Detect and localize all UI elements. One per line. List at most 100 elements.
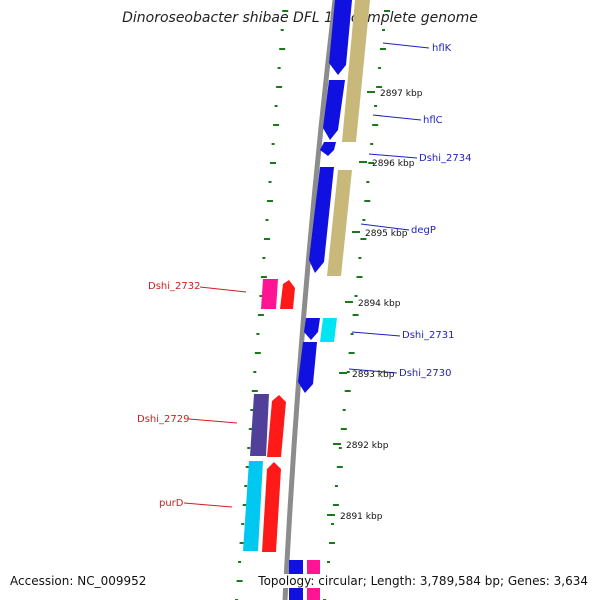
gene-label-hflC[interactable]: hflC [423, 115, 443, 126]
scale-label-2895: 2895 kbp [365, 229, 408, 239]
tick-dot [239, 542, 246, 544]
cyan-feature-2731 [320, 318, 337, 342]
tick-dot [358, 257, 362, 259]
tick-dot [327, 561, 330, 563]
tick-dot [270, 162, 276, 164]
scale-label-2891: 2891 kbp [340, 512, 383, 522]
tick-dot [356, 276, 363, 278]
reverse-genes [243, 279, 320, 600]
scale-ticks [327, 91, 375, 516]
gene-label-Dshi_2731[interactable]: Dshi_2731 [402, 330, 454, 341]
tick-dot [332, 504, 339, 506]
gene-degP[interactable] [309, 167, 334, 273]
tick-dot [372, 124, 379, 126]
gene-purD[interactable] [243, 461, 263, 551]
scale-labels: 2897 kbp 2896 kbp 2895 kbp 2894 kbp 2893… [340, 89, 423, 522]
gene-hflC[interactable] [323, 80, 345, 140]
tick-dot [273, 124, 280, 126]
gene-purD-red[interactable] [262, 462, 281, 552]
tick-dot [277, 67, 281, 69]
tick-dot [380, 48, 386, 50]
tick-dot [256, 333, 260, 335]
tick-dot [268, 181, 272, 183]
tick-dot [259, 295, 263, 297]
tick-dot [348, 352, 355, 354]
tick-dot [253, 371, 257, 373]
tick-dot [362, 219, 366, 221]
scale-label-2892: 2892 kbp [346, 441, 389, 451]
tick-dot [378, 67, 382, 69]
tick-dot [238, 561, 242, 563]
tick-dot [260, 276, 267, 278]
tick-dot [244, 485, 248, 487]
genome-backbone [282, 0, 338, 600]
tick-dot [344, 390, 351, 392]
topology-label: Topology: [258, 574, 315, 588]
tick-dot [338, 447, 342, 449]
tick-dot [331, 523, 334, 525]
tick-dot [376, 86, 383, 88]
gene-label-Dshi_2734[interactable]: Dshi_2734 [419, 153, 471, 164]
gene-Dshi_2734[interactable] [320, 142, 336, 156]
tick-dot [360, 238, 367, 240]
gene-label-hflK[interactable]: hflK [432, 43, 452, 54]
tick-dot [364, 200, 371, 202]
genes-label: Genes: [507, 574, 550, 588]
scale-label-2893: 2893 kbp [352, 370, 395, 380]
tick-dot [262, 257, 266, 259]
tick-dot [354, 295, 358, 297]
tick-dot [242, 504, 249, 506]
tick-dot [241, 523, 245, 525]
genes-value: 3,634 [553, 574, 588, 588]
gene-labels: hflK hflC Dshi_2734 degP Dshi_2731 Dshi_… [137, 43, 471, 509]
tick-dot [342, 409, 346, 411]
tick-dot [264, 238, 270, 240]
tick-dot [346, 371, 350, 373]
gene-label-degP[interactable]: degP [411, 225, 436, 236]
gene-Dshi_2732[interactable] [261, 279, 278, 309]
topology-info: Topology: circular; Length: 3,789,584 bp… [256, 574, 590, 588]
gene-label-Dshi_2730[interactable]: Dshi_2730 [399, 368, 451, 379]
gene-hflK[interactable] [329, 0, 352, 75]
tick-dot [384, 10, 390, 12]
scale-label-2897: 2897 kbp [380, 89, 423, 99]
tick-dot [352, 314, 359, 316]
tick-dot [374, 105, 378, 107]
gene-label-Dshi_2729[interactable]: Dshi_2729 [137, 414, 189, 425]
cds-bars [327, 0, 370, 276]
forward-genes [289, 0, 352, 600]
gene-label-Dshi_2732[interactable]: Dshi_2732 [148, 281, 200, 292]
tick-dot [257, 314, 264, 316]
tick-dot [370, 143, 374, 145]
tick-dot [251, 390, 258, 392]
gene-Dshi_2732-red[interactable] [280, 280, 295, 309]
scale-label-2894: 2894 kbp [358, 299, 401, 309]
label-leaders [183, 42, 430, 508]
gene-Dshi_2730[interactable] [298, 342, 317, 393]
gene-label-purD[interactable]: purD [159, 498, 184, 509]
gene-Dshi_2729-red[interactable] [267, 395, 286, 457]
tick-dot [250, 409, 254, 411]
tick-dot [350, 333, 354, 335]
tick-dot [336, 466, 343, 468]
scale-label-2896: 2896 kbp [372, 159, 415, 169]
tick-dot [267, 200, 273, 202]
tick-dot [236, 580, 243, 582]
accession-value: NC_009952 [77, 574, 147, 588]
length-value: 3,789,584 bp [419, 574, 500, 588]
gene-Dshi_2729[interactable] [250, 394, 269, 456]
accession-label: Accession: [10, 574, 74, 588]
tick-dot [334, 485, 338, 487]
tick-dot [279, 48, 286, 50]
tick-dot [282, 10, 289, 12]
topology-value: circular [318, 574, 363, 588]
accession-info: Accession: NC_009952 [8, 574, 149, 588]
tick-dot [340, 428, 347, 430]
tick-dot [247, 447, 251, 449]
tick-dot [254, 352, 261, 354]
tick-dot [280, 29, 284, 31]
length-label: Length: [370, 574, 417, 588]
genome-title: Dinoroseobacter shibae DFL 12, complete … [122, 10, 478, 26]
gene-Dshi_2731[interactable] [304, 318, 320, 340]
